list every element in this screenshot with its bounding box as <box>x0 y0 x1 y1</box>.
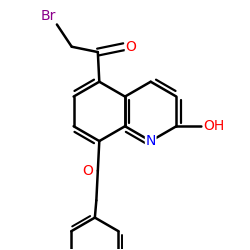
Text: O: O <box>126 40 136 54</box>
Text: N: N <box>146 134 156 148</box>
Text: Br: Br <box>40 8 56 22</box>
Text: O: O <box>82 164 93 178</box>
Text: OH: OH <box>204 119 225 133</box>
